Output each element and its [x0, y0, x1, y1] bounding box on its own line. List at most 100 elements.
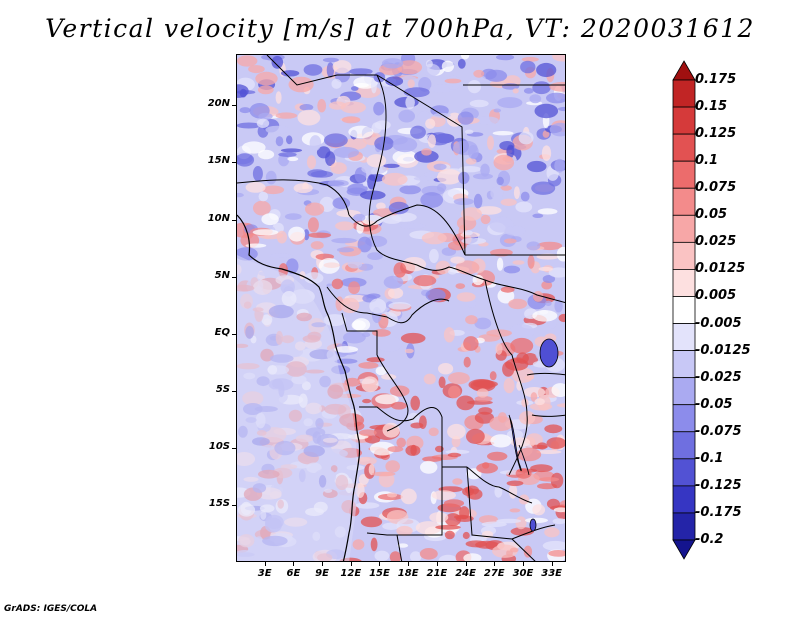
velocity-cell [420, 192, 444, 208]
velocity-cell [381, 58, 404, 69]
velocity-cell [554, 299, 563, 313]
velocity-cell [497, 97, 523, 109]
y-tick-mark [232, 333, 236, 335]
velocity-cell [463, 356, 471, 368]
velocity-cell [349, 68, 373, 75]
velocity-cell [376, 336, 403, 352]
country-borders [237, 55, 565, 561]
velocity-cell [513, 186, 520, 200]
velocity-cell [383, 163, 400, 168]
velocity-cell [462, 531, 470, 540]
velocity-cell [425, 288, 446, 302]
velocity-cell [370, 537, 378, 552]
velocity-cell [341, 116, 361, 124]
velocity-cell [331, 278, 344, 290]
velocity-cell [369, 441, 396, 456]
x-tick-label: 33E [541, 568, 563, 579]
velocity-cell [472, 274, 484, 286]
velocity-cell [419, 548, 438, 560]
velocity-cell [515, 201, 533, 213]
y-tick-label: 15N [207, 155, 230, 167]
velocity-cell [503, 377, 515, 394]
x-tick-mark [264, 562, 266, 566]
velocity-cell [512, 88, 519, 94]
velocity-cell [448, 269, 457, 275]
velocity-cell [556, 246, 565, 262]
x-tick-mark [408, 562, 410, 566]
velocity-cell [343, 331, 366, 344]
velocity-cell [410, 551, 422, 561]
velocity-cell [322, 57, 339, 63]
velocity-cell [523, 545, 533, 558]
colorbar-level-label: -0.05 [695, 396, 733, 412]
velocity-cell [557, 106, 565, 112]
velocity-cell [480, 163, 490, 177]
velocity-cell [549, 122, 565, 137]
velocity-cell [438, 554, 458, 561]
velocity-cell [457, 58, 466, 69]
velocity-cell [427, 134, 436, 148]
velocity-cell [508, 483, 518, 499]
velocity-cell [510, 527, 534, 536]
colorbar-level-label: 0.075 [695, 180, 737, 196]
y-tick-label: 15S [208, 497, 230, 509]
velocity-cell [473, 173, 493, 180]
velocity-cell [490, 186, 504, 200]
velocity-cell [407, 79, 415, 88]
colorbar-swatch [672, 269, 696, 297]
velocity-cell [413, 275, 437, 287]
colorbar-swatch [672, 323, 696, 351]
colorbar-level-label: -0.1 [695, 450, 724, 466]
velocity-cell [318, 258, 340, 274]
velocity-cell [445, 449, 470, 455]
velocity-cell [385, 460, 400, 473]
velocity-cell [534, 103, 559, 119]
velocity-cell [360, 190, 386, 200]
velocity-cell [356, 456, 377, 466]
velocity-cell [433, 163, 447, 170]
velocity-cell [465, 158, 477, 165]
velocity-cell [413, 176, 433, 181]
velocity-cell [467, 299, 477, 308]
velocity-cell [490, 434, 512, 448]
velocity-cell [280, 70, 300, 77]
velocity-cell [245, 243, 267, 248]
velocity-cell [532, 310, 558, 322]
velocity-cell [331, 78, 342, 89]
colorbar [672, 60, 696, 560]
velocity-cell [496, 257, 504, 271]
velocity-cell [288, 76, 314, 93]
velocity-cell [500, 286, 515, 293]
velocity-cell [367, 174, 376, 190]
velocity-cell [474, 395, 493, 402]
velocity-cell [551, 383, 565, 398]
x-tick-label: 24E [455, 568, 476, 579]
velocity-cell [310, 241, 324, 250]
velocity-cell [382, 422, 400, 438]
velocity-cell [275, 112, 298, 119]
velocity-cell [284, 213, 302, 220]
velocity-cell [388, 287, 404, 299]
velocity-cell [332, 60, 352, 74]
velocity-cell [326, 62, 335, 78]
velocity-cell [518, 131, 534, 145]
velocity-cell [351, 86, 359, 91]
velocity-cell [525, 517, 548, 524]
colorbar-swatch [672, 160, 696, 189]
velocity-cell [392, 137, 418, 153]
coastline [237, 214, 361, 561]
velocity-cell [433, 112, 451, 118]
velocity-cell [435, 524, 461, 530]
velocity-cell [293, 183, 313, 194]
velocity-cell [367, 252, 383, 260]
velocity-cell [368, 464, 375, 476]
velocity-cell [486, 329, 512, 337]
velocity-cell [542, 130, 550, 138]
velocity-cell [457, 111, 474, 125]
velocity-cell [399, 185, 421, 195]
velocity-cell [546, 92, 565, 104]
velocity-cell [371, 471, 396, 477]
velocity-cell [397, 60, 423, 75]
velocity-cell [333, 346, 359, 353]
velocity-cell [463, 553, 482, 561]
